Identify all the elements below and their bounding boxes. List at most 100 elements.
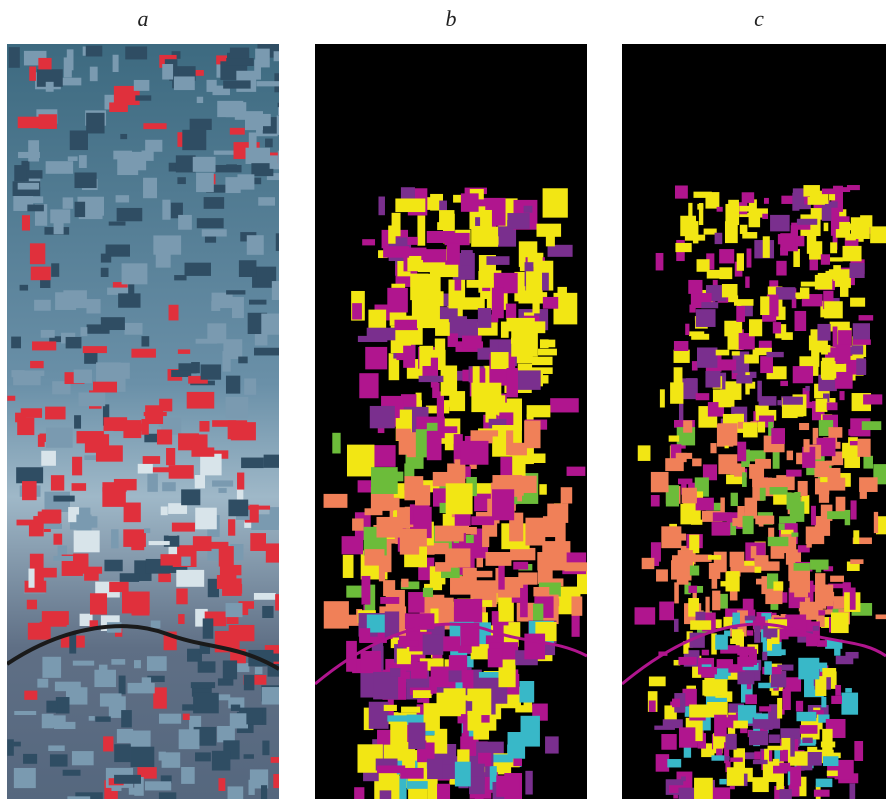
class-region [394,320,417,330]
class-region [732,518,740,526]
field-patch [54,218,64,234]
class-region [745,276,749,287]
vegetation-patch [42,510,62,524]
class-region [506,368,517,397]
class-region [833,327,838,347]
field-patch [226,290,245,294]
field-patch [174,76,195,90]
class-region [711,755,724,760]
class-region [443,688,465,714]
class-region [408,723,425,750]
vegetation-patch [158,573,171,582]
class-region [663,719,683,728]
field-patch [244,378,256,394]
class-region [733,721,748,729]
class-region [831,696,842,704]
field-patch [26,170,42,178]
field-patch [249,132,257,150]
class-region [779,524,785,531]
class-region [835,372,853,389]
class-region [821,254,830,264]
class-region [834,642,840,656]
class-region [555,520,566,541]
field-patch [262,606,273,618]
field-patch [63,197,74,208]
class-region [790,571,810,593]
class-region [518,572,537,584]
field-patch [90,67,98,82]
field-patch [41,330,55,338]
vegetation-patch [166,448,175,465]
class-region [773,581,783,590]
class-region [786,470,801,477]
vegetation-patch [123,529,146,547]
class-region [745,616,756,621]
field-patch [44,492,69,512]
class-region [806,536,811,547]
class-region [550,551,566,563]
class-region [768,746,784,751]
figure: {"panels": [{"label": "a"}, {"label": "b… [0,0,886,799]
vegetation-patch [141,419,148,435]
class-region [705,371,720,388]
field-patch [231,705,240,711]
field-patch [11,370,24,377]
class-region [677,568,689,585]
vegetation-patch [228,519,235,535]
class-region [498,594,514,622]
class-region [384,705,397,711]
field-patch [116,195,129,202]
field-patch [214,151,237,155]
class-region [682,488,697,504]
class-region [374,445,396,467]
field-patch [181,557,190,566]
class-region [712,591,720,611]
vegetation-patch [178,614,184,624]
class-region [473,366,480,388]
class-region [754,713,768,719]
class-region [759,706,771,711]
class-region [853,339,871,344]
class-region [656,754,670,772]
vegetation-patch [273,774,279,788]
vegetation-patch [83,346,107,353]
class-region [816,779,833,788]
field-patch [226,58,254,66]
field-patch [42,657,61,678]
class-region [730,638,738,644]
field-patch [178,215,192,230]
vegetation-patch [72,457,82,476]
field-patch [225,177,240,193]
vegetation-patch [124,503,141,523]
class-region [780,381,788,386]
class-region [749,731,768,745]
field-patch [18,152,40,158]
class-region [642,558,655,569]
vegetation-patch [25,581,47,593]
class-region [370,406,395,428]
class-region [766,352,783,357]
class-region [715,233,723,244]
vegetation-patch [123,420,141,438]
field-patch [125,46,147,59]
field-patch [264,455,279,468]
class-region [480,210,492,231]
class-region [365,347,387,369]
class-region [796,712,816,721]
panel-label: c [739,6,779,32]
class-region [731,493,738,506]
class-region [359,628,370,643]
vegetation-patch [271,757,279,763]
class-region [773,450,780,469]
field-patch [200,454,221,476]
class-region [455,762,471,787]
field-patch [239,260,257,277]
class-region [797,219,817,225]
field-patch [176,570,204,587]
class-region [354,787,364,799]
class-region [376,517,402,538]
class-region [753,760,768,764]
class-region [447,244,460,266]
class-region [781,332,792,340]
class-region [510,443,527,456]
